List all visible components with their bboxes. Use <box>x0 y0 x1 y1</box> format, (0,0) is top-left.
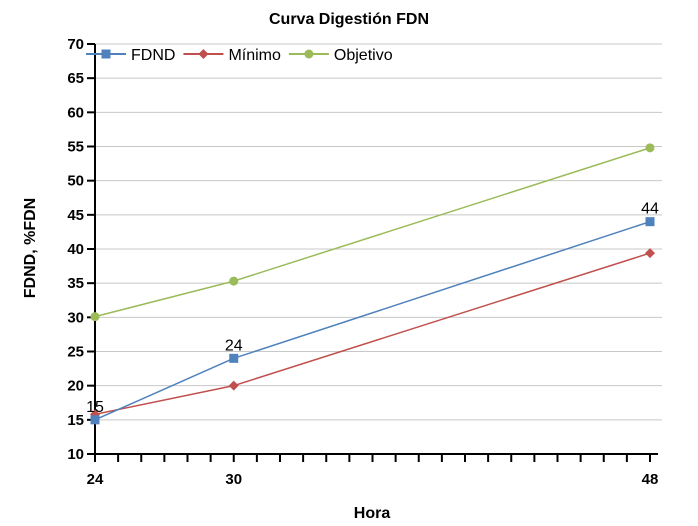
data-point-objetivo-30 <box>229 276 239 286</box>
y-tick-label-50: 50 <box>67 173 84 190</box>
y-tick-label-15: 15 <box>67 412 84 429</box>
series-group <box>90 143 655 425</box>
data-point-fdnd-30 <box>229 353 239 363</box>
y-tick-label-65: 65 <box>67 70 84 87</box>
y-tick-label-55: 55 <box>67 139 84 156</box>
data-labels: 15 24 44 <box>86 201 659 416</box>
y-axis-title: FDND, %FDN <box>22 198 39 298</box>
series-line-fdnd <box>94 220 651 421</box>
data-point-fdnd-48 <box>645 217 655 227</box>
series-line-m-nimo <box>94 252 651 416</box>
legend-label-objetivo: Objetivo <box>334 47 393 64</box>
legend: FDND Mínimo Objetivo <box>86 47 393 64</box>
data-point-m-nimo-48 <box>645 248 655 259</box>
data-point-m-nimo-30 <box>228 380 239 391</box>
x-axis-title: Hora <box>354 505 391 522</box>
legend-marker-fdnd <box>101 49 111 59</box>
y-tick-label-40: 40 <box>67 241 84 258</box>
legend-marker-objetivo <box>304 49 314 59</box>
data-point-fdnd-24 <box>90 415 100 425</box>
data-label-fdnd-24: 15 <box>86 399 104 416</box>
data-label-fdnd-48: 44 <box>641 201 659 218</box>
x-tick-label-24: 24 <box>87 471 104 488</box>
x-tick-label-30: 30 <box>225 471 242 488</box>
grid <box>95 43 662 421</box>
y-tick-label-70: 70 <box>67 36 84 53</box>
series-line-objetivo <box>94 147 651 318</box>
legend-label-fdnd: FDND <box>131 47 175 64</box>
y-tick-label-45: 45 <box>67 207 84 224</box>
x-tick-label-48: 48 <box>642 471 659 488</box>
legend-label-m-nimo: Mínimo <box>228 47 281 64</box>
data-point-objetivo-48 <box>645 143 655 153</box>
y-tick-label-20: 20 <box>67 378 84 395</box>
y-tick-label-30: 30 <box>67 309 84 326</box>
y-tick-label-60: 60 <box>67 104 84 121</box>
axes <box>87 43 658 462</box>
data-point-objetivo-24 <box>90 312 100 322</box>
y-tick-label-35: 35 <box>67 275 84 292</box>
y-tick-label-10: 10 <box>67 446 84 463</box>
y-tick-label-25: 25 <box>67 344 84 361</box>
x-tick-labels: 24 30 48 <box>87 471 659 488</box>
y-tick-labels: 10 15 20 25 30 35 40 45 50 55 60 65 70 <box>67 36 84 463</box>
data-label-fdnd-30: 24 <box>225 337 243 354</box>
legend-marker-m-nimo <box>198 49 209 59</box>
chart-title: Curva Digestión FDN <box>269 11 429 28</box>
